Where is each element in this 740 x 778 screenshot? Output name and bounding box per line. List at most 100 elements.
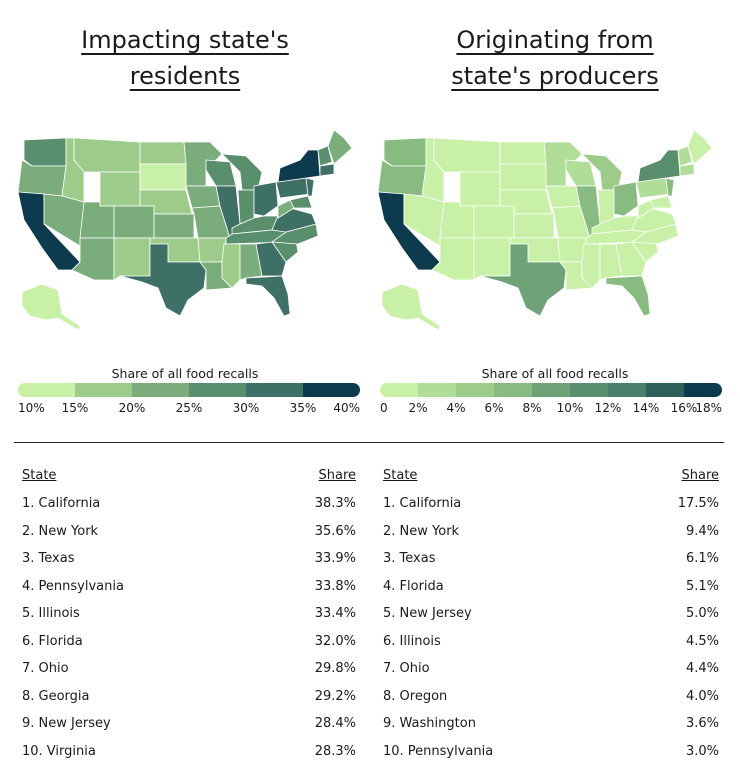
state-washington [383, 137, 427, 167]
legend-tick-label: 16% [670, 401, 698, 415]
state-name: 9. Washington [383, 716, 476, 731]
legend-swatch [608, 383, 646, 397]
section-divider [14, 442, 724, 443]
legend-title: Share of all food recalls [481, 366, 629, 381]
state-name: 10. Pennsylvania [383, 743, 494, 759]
state-name: 2. New York [22, 523, 99, 539]
share-value: 9.4% [685, 523, 719, 539]
table-row: 9. New Jersey 28.4% [22, 710, 356, 738]
state-iowa [185, 185, 221, 209]
state-utah [79, 201, 115, 239]
table-row: 6. Florida 32.0% [22, 628, 356, 656]
state-name: 9. New Jersey [22, 716, 111, 731]
share-value: 6.1% [685, 551, 719, 566]
table-row: 1. California 38.3% [22, 490, 356, 518]
legend-tick-label: 6% [484, 401, 504, 415]
legend-swatch [380, 383, 418, 397]
share-value: 17.5% [677, 496, 719, 511]
state-colorado [473, 205, 515, 239]
title-line-2: state's producers [451, 62, 659, 90]
share-value: 3.6% [685, 716, 719, 731]
us-choropleth-map-residents [17, 129, 353, 331]
title-line-2: residents [129, 62, 241, 90]
legend-tick-label: 2% [408, 401, 428, 415]
map-title-producers: Originating from state's producers [370, 22, 740, 94]
state-ohio [613, 181, 639, 217]
legend-tick-label: 0 [380, 401, 388, 415]
table-row: 1. California 17.5% [383, 490, 719, 518]
share-value: 35.6% [314, 523, 356, 539]
legend-tick-label: 14% [632, 401, 660, 415]
legend-tick-label: 35% [289, 401, 317, 415]
legend-swatch [646, 383, 684, 397]
state-vermont-nh [677, 145, 693, 167]
state-texas [479, 243, 567, 317]
state-arkansas [557, 237, 587, 263]
map-panel-residents: Impacting state's residents [0, 0, 370, 440]
state-florida [605, 275, 651, 317]
legend-tick-label: 15% [61, 401, 89, 415]
share-value: 33.9% [314, 551, 356, 566]
state-shapes [17, 129, 353, 331]
map-title-residents: Impacting state's residents [0, 22, 370, 94]
table-row: 8. Georgia 29.2% [22, 683, 356, 711]
state-name: 6. Florida [22, 633, 83, 649]
share-value: 5.0% [685, 606, 719, 621]
legend-tick-label: 20% [118, 401, 146, 415]
state-north-dakota [139, 141, 187, 165]
state-maine [687, 129, 713, 165]
legend-swatch [132, 383, 189, 397]
share-value: 4.4% [685, 661, 719, 676]
legend-color-bar [18, 383, 360, 397]
state-name: 8. Georgia [22, 688, 90, 704]
us-choropleth-map-producers [377, 129, 713, 331]
legend-swatch [532, 383, 570, 397]
share-value: 38.3% [314, 496, 356, 511]
share-value: 5.1% [685, 578, 719, 594]
legend-tick-label: 30% [232, 401, 260, 415]
state-name: 2. New York [383, 523, 460, 539]
legend-tick-label: 8% [522, 401, 542, 415]
legend-title: Share of all food recalls [111, 366, 259, 381]
title-line-1: Originating from [456, 26, 654, 54]
share-value: 32.0% [314, 633, 356, 649]
share-value: 3.0% [685, 743, 719, 759]
state-colorado [113, 205, 155, 239]
state-minnesota [183, 141, 223, 187]
table-row: 4. Florida 5.1% [383, 573, 719, 601]
legend-color-bar [380, 383, 722, 397]
state-massachusetts [679, 163, 695, 177]
state-name: 7. Ohio [383, 661, 430, 676]
state-kansas [153, 213, 195, 239]
state-montana [73, 137, 141, 173]
table-row: 5. Illinois 33.4% [22, 600, 356, 628]
state-iowa [545, 185, 581, 209]
state-name: 1. California [383, 496, 462, 511]
legend-tick-label: 12% [594, 401, 622, 415]
state-alabama [239, 243, 263, 281]
state-massachusetts [319, 163, 335, 177]
legend-swatch [75, 383, 132, 397]
table-row: 3. Texas 6.1% [383, 545, 719, 573]
state-name: 4. Florida [383, 578, 444, 594]
state-name: 6. Illinois [383, 633, 441, 649]
table-row: 7. Ohio 4.4% [383, 655, 719, 683]
state-minnesota [543, 141, 583, 187]
state-georgia [255, 241, 287, 277]
state-name: 7. Ohio [22, 661, 69, 676]
legend-swatch [303, 383, 360, 397]
state-wyoming [459, 171, 501, 207]
share-value: 29.2% [314, 688, 356, 704]
state-florida [245, 275, 291, 317]
state-new-york [637, 149, 681, 183]
share-value: 4.5% [685, 633, 719, 649]
state-new-jersey [665, 177, 675, 197]
share-value: 4.0% [685, 688, 719, 704]
legend-tick-label: 18% [695, 401, 722, 415]
legend-ticks: 10% 15% 20% 25% 30% 35% 40% [18, 401, 360, 417]
state-maryland [289, 195, 313, 209]
legend-swatch [494, 383, 532, 397]
legend-tick-label: 4% [446, 401, 466, 415]
share-value: 28.3% [314, 743, 356, 759]
header-state: State [383, 468, 418, 483]
